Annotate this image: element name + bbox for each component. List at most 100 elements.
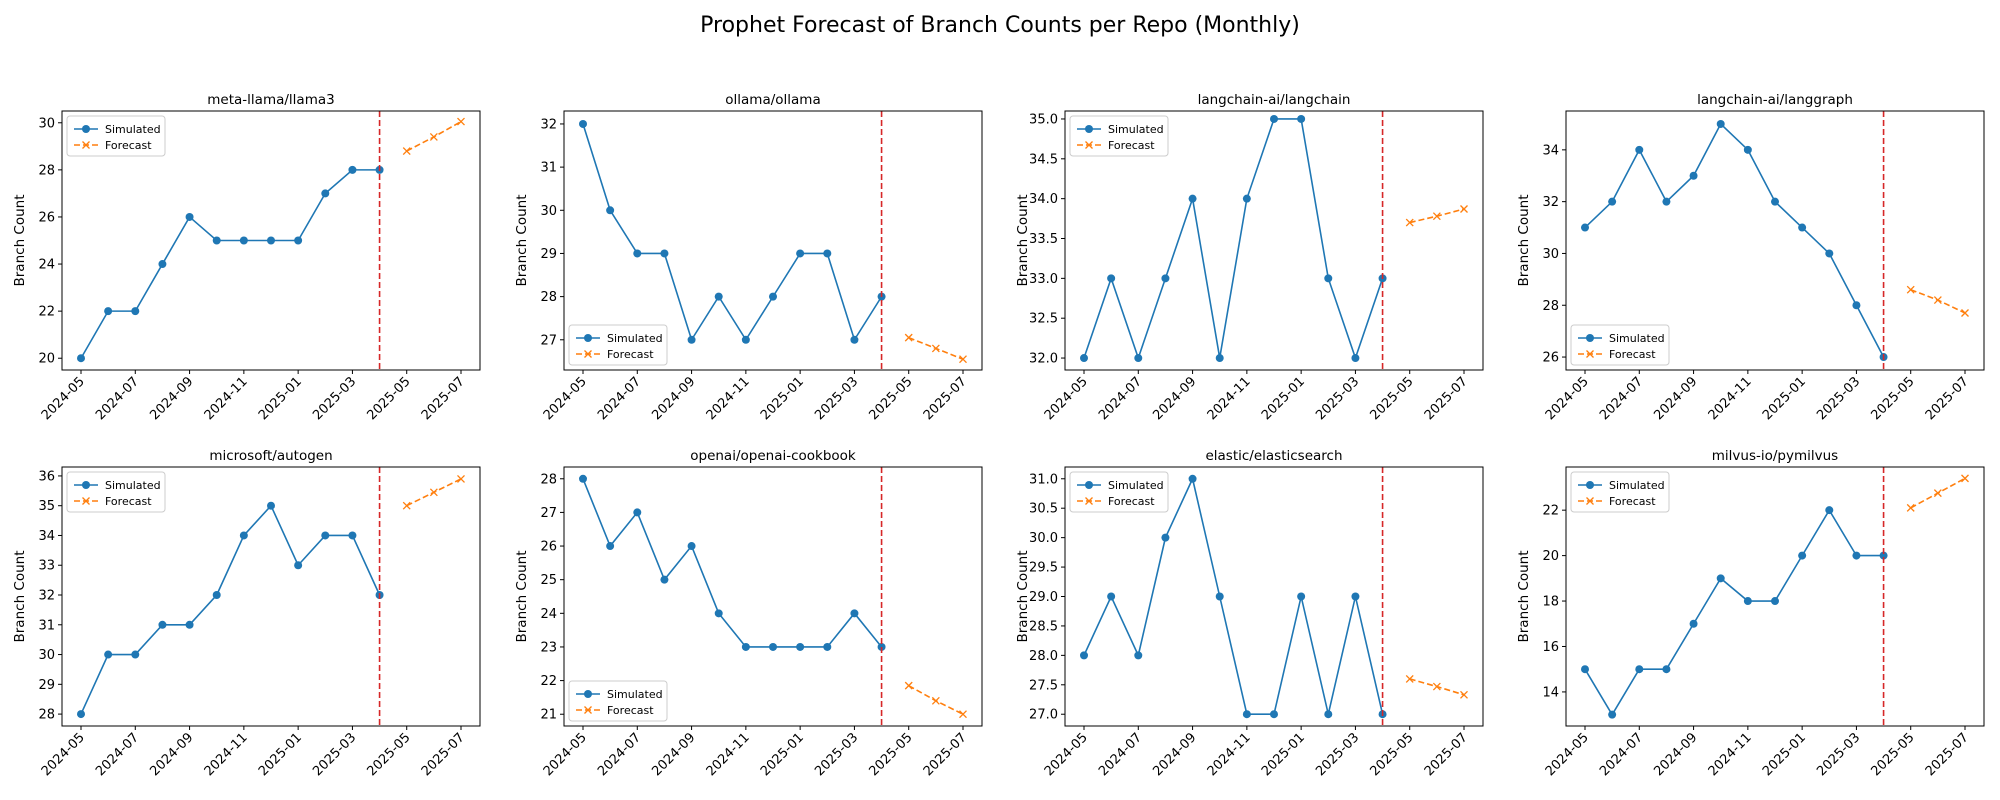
simulated-point [606,542,615,551]
y-tick-label: 32 [38,589,55,604]
simulated-point [212,591,221,600]
figure-title: Prophet Forecast of Branch Counts per Re… [700,13,1300,38]
y-tick-label: 32.5 [1029,312,1058,327]
y-tick-label: 29 [540,247,557,262]
y-tick-label: 31 [540,161,557,176]
simulated-point [185,620,194,629]
x-tick-label: 2024-05 [1042,374,1091,423]
axes-frame [1064,466,1484,727]
x-tick-label: 2024-07 [93,374,142,423]
y-axis-label: Branch Count [12,550,28,642]
y-tick-label: 29 [38,678,55,693]
legend-simulated-label: Simulated [1609,479,1665,492]
legend-simulated-marker [1586,334,1594,342]
simulated-point [850,335,859,344]
forecast-point [1961,474,1969,483]
y-tick-label: 22 [1542,504,1559,519]
x-tick-label: 2025-03 [310,730,359,779]
legend-forecast-label: Forecast [1609,348,1656,361]
y-tick-label: 20 [1542,549,1559,564]
x-tick-label: 2024-05 [39,730,88,779]
simulated-point [77,710,85,719]
simulated-point [1662,665,1671,674]
subplot-title: ollama/ollama [725,92,820,108]
x-tick-label: 2025-03 [1814,730,1863,779]
legend-box [66,115,166,157]
simulated-point [1215,354,1224,363]
forecast-marker-stroke [1460,690,1468,699]
legend-simulated-marker [1586,481,1594,489]
forecast-point [402,501,411,510]
simulated-point [1161,274,1170,283]
simulated-point [660,249,669,258]
x-tick-label: 2024-09 [147,374,196,423]
legend-forecast-label: Forecast [607,348,654,361]
forecast-point [931,696,940,705]
legend-simulated-label: Simulated [1108,123,1164,136]
simulated-point [1798,223,1807,232]
simulated-point [687,542,696,551]
forecast-marker-stroke [402,147,411,155]
x-tick-label: 2025-05 [365,374,414,423]
forecast-point [1405,218,1414,227]
x-tick-label: 2024-07 [595,374,644,423]
y-tick-label: 30 [38,648,55,663]
x-tick-label: 2024-11 [202,730,251,779]
y-axis-label: Branch Count [514,550,530,642]
forecast-point [1460,690,1468,699]
forecast-marker-stroke [1933,296,1942,305]
forecast-marker-stroke [1432,682,1441,691]
subplot-7: elastic/elasticsearch Branch Count 27.0 27.… [1015,448,1484,779]
x-tick-label: 2025-07 [1422,730,1471,779]
forecast-point [1405,674,1414,683]
forecast-marker-stroke [1405,674,1414,683]
forecast-marker-stroke [1906,285,1915,294]
simulated-line [1083,118,1384,361]
simulated-point [212,236,221,245]
x-tick-label: 2025-07 [1422,374,1471,423]
simulated-point [823,642,832,651]
legend-box [66,471,166,513]
y-tick-label: 14 [1542,685,1559,700]
x-tick-label: 2024-05 [1543,730,1592,779]
y-tick-label: 34.0 [1029,192,1058,207]
legend-forecast-marker [1085,141,1093,149]
forecast-marker-stroke [1906,503,1915,512]
y-tick-label: 28 [540,290,557,305]
legend-simulated-label: Simulated [607,688,663,701]
forecast-point [959,710,967,719]
simulated-point [606,206,615,215]
y-tick-label: 36 [38,469,55,484]
axes-frame [61,110,481,371]
y-tick-label: 25 [540,573,557,588]
y-tick-label: 35 [38,499,55,514]
simulated-point [158,620,167,629]
x-tick-label: 2025-05 [365,730,414,779]
forecast-marker-stroke [1961,309,1969,317]
simulated-point [239,236,248,245]
simulated-point [1635,665,1644,674]
legend-simulated-marker [584,334,592,342]
legend-forecast-label: Forecast [607,704,654,717]
x-tick-label: 2025-05 [1869,374,1918,423]
simulated-point [1716,119,1725,128]
y-tick-label: 34 [1542,143,1559,158]
simulated-point [1635,145,1644,154]
simulated-point [1825,249,1834,258]
y-tick-label: 32.0 [1029,352,1058,367]
x-tick-label: 2025-07 [1923,374,1972,423]
y-tick-label: 24 [540,607,557,622]
simulated-point [877,642,886,651]
y-tick-label: 28 [1542,299,1559,314]
legend-simulated-marker [82,481,90,489]
forecast-marker-stroke [1460,205,1468,213]
forecast-point [1906,285,1915,294]
simulated-point [1689,619,1698,628]
forecast-point [1432,212,1441,221]
simulated-point [1798,551,1807,560]
simulated-point [1771,197,1779,206]
simulated-point [1188,194,1197,203]
legend-simulated-label: Simulated [105,479,161,492]
forecast-marker-stroke [429,132,438,141]
simulated-point [1270,114,1278,123]
